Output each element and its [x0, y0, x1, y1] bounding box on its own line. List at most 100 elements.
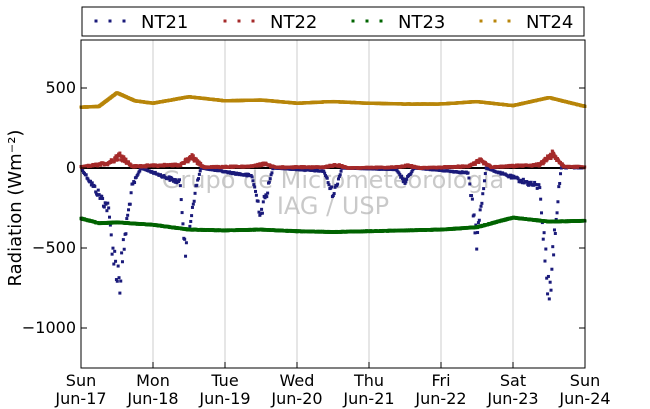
data-point: [553, 231, 557, 235]
data-point: [325, 176, 329, 180]
data-point: [475, 247, 479, 251]
data-point: [527, 183, 531, 187]
data-point: [113, 249, 117, 253]
data-point: [339, 169, 343, 173]
data-point: [111, 246, 115, 250]
data-point: [269, 173, 273, 177]
data-point: [511, 176, 515, 180]
data-point: [335, 184, 339, 188]
data-point: [542, 160, 546, 164]
data-point: [97, 193, 101, 197]
data-point: [191, 202, 195, 206]
data-point: [199, 161, 203, 165]
data-point: [508, 173, 512, 177]
data-point: [540, 211, 544, 215]
data-point: [183, 160, 187, 164]
data-point: [400, 174, 404, 178]
data-point: [168, 178, 172, 182]
data-point: [527, 180, 531, 184]
data-point: [173, 180, 177, 184]
data-point: [109, 160, 113, 164]
data-point: [116, 264, 120, 268]
data-point: [539, 197, 543, 201]
data-point: [467, 176, 471, 180]
data-point: [89, 183, 93, 187]
data-point: [338, 173, 342, 177]
data-point: [183, 237, 187, 241]
data-point: [112, 160, 116, 164]
data-point: [552, 152, 556, 156]
data-point: [177, 180, 181, 184]
data-point: [405, 177, 409, 181]
data-point: [551, 245, 555, 249]
data-point: [322, 169, 326, 173]
data-point: [264, 193, 268, 197]
data-point: [100, 194, 104, 198]
data-point: [177, 178, 181, 182]
data-point: [122, 156, 126, 160]
data-point: [510, 174, 514, 178]
data-point: [114, 278, 118, 282]
series-layer: [79, 91, 587, 301]
data-point: [121, 158, 125, 162]
data-point: [197, 177, 201, 181]
data-point: [556, 200, 560, 204]
data-point: [470, 194, 474, 198]
data-point: [558, 181, 562, 185]
data-point: [106, 201, 110, 205]
data-point: [180, 211, 184, 215]
data-point: [253, 185, 257, 189]
data-point: [134, 175, 138, 179]
data-point: [114, 259, 118, 263]
data-point: [474, 223, 478, 227]
data-point: [122, 155, 126, 159]
data-point: [261, 200, 265, 204]
data-point: [128, 202, 132, 206]
data-point: [479, 204, 483, 208]
data-point: [337, 174, 341, 178]
data-point: [473, 231, 477, 235]
data-point: [528, 182, 532, 186]
data-point: [538, 186, 542, 190]
data-point: [126, 213, 130, 217]
data-point: [89, 179, 93, 183]
data-point: [259, 212, 263, 216]
data-point: [258, 213, 262, 217]
data-point: [268, 177, 272, 181]
data-point: [124, 157, 128, 161]
data-point: [547, 297, 551, 301]
data-point: [110, 252, 114, 256]
data-point: [125, 217, 129, 221]
data-point: [186, 160, 190, 164]
data-point: [93, 184, 97, 188]
data-point: [136, 172, 140, 176]
data-point: [109, 233, 113, 237]
data-point: [327, 183, 331, 187]
series-nt23: [79, 215, 587, 234]
data-point: [473, 162, 477, 166]
data-point: [521, 181, 525, 185]
data-point: [119, 279, 123, 283]
data-point: [112, 262, 116, 266]
data-point: [190, 214, 194, 218]
data-point: [267, 180, 271, 184]
data-point: [509, 176, 513, 180]
data-point: [194, 157, 198, 161]
data-point: [260, 207, 264, 211]
data-point: [174, 178, 178, 182]
data-point: [409, 171, 413, 175]
data-point: [326, 181, 330, 185]
data-point: [110, 158, 114, 162]
data-point: [476, 231, 480, 235]
data-point: [179, 164, 183, 168]
data-point: [131, 182, 135, 186]
data-point: [478, 208, 482, 212]
data-point: [94, 190, 98, 194]
data-point: [404, 180, 408, 184]
data-point: [260, 211, 264, 215]
data-point: [254, 193, 258, 197]
data-point: [520, 178, 524, 182]
data-point: [549, 153, 553, 157]
data-point: [546, 292, 550, 296]
